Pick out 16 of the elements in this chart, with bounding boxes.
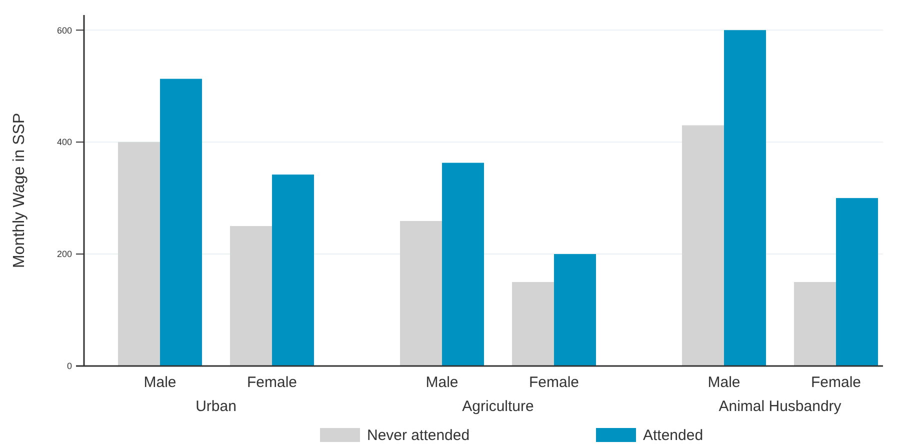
- y-axis-title: Monthly Wage in SSP: [11, 112, 28, 268]
- legend-label: Never attended: [367, 427, 470, 444]
- text: Urban: [196, 398, 236, 415]
- x-tick-label: Female: [246, 374, 298, 391]
- x-tick-label: Male: [144, 374, 176, 391]
- x-tick-label: Female: [528, 374, 580, 391]
- x-tick-label: Male: [426, 374, 458, 391]
- x-tick-label: Female: [810, 374, 862, 391]
- text: Animal Husbandry: [718, 398, 842, 415]
- y-tick-label: 600: [56, 25, 72, 36]
- x-tick-label: Male: [708, 374, 740, 391]
- y-tick-label: 0: [66, 361, 72, 372]
- y-tick-label: 200: [56, 249, 72, 260]
- text: Agriculture: [462, 398, 534, 415]
- legend-label: Attended: [643, 427, 704, 444]
- y-tick-label: 400: [56, 137, 72, 148]
